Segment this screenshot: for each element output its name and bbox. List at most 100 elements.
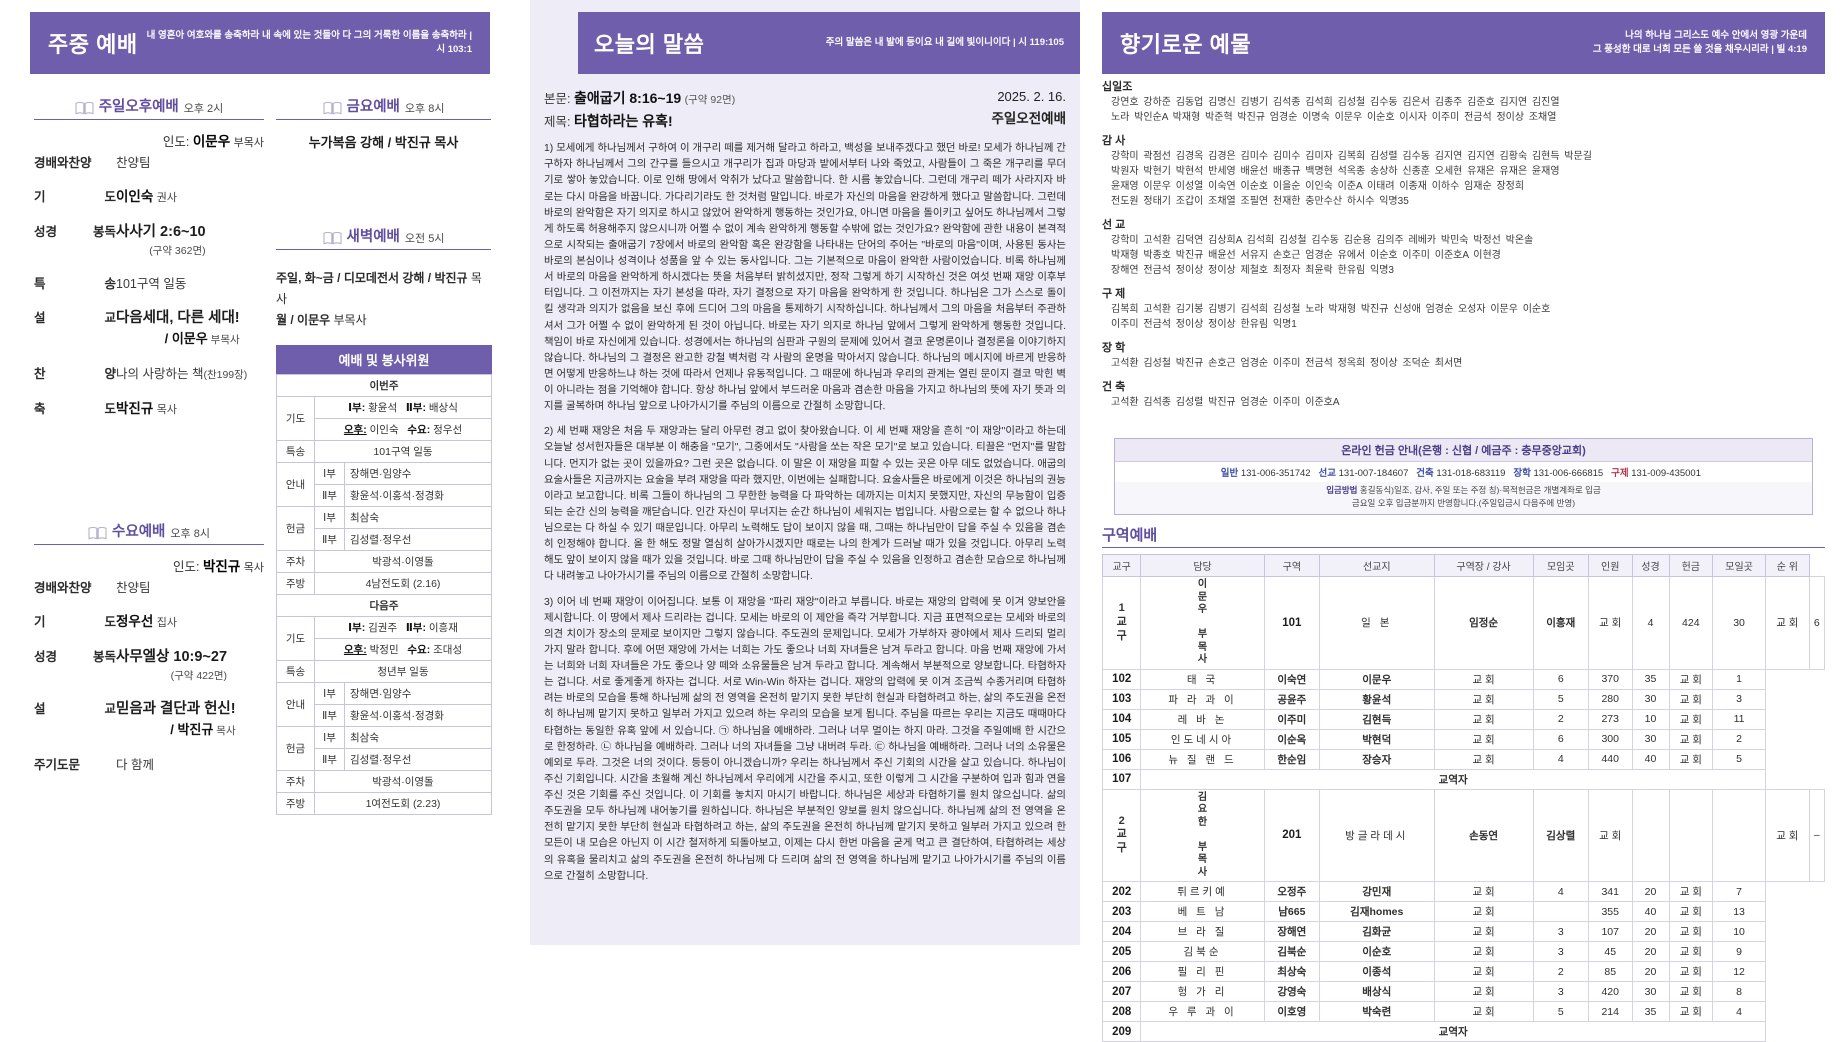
divider bbox=[1102, 547, 1825, 548]
district-money bbox=[1712, 788, 1767, 882]
district-bible: 424 bbox=[1668, 576, 1714, 670]
district-meeting-place: 교 회 bbox=[1765, 576, 1810, 670]
dawn-line-1: 주일, 화~금 / 디모데전서 강해 / 박진규 목사 bbox=[276, 271, 482, 306]
district-count: 6 bbox=[1532, 728, 1589, 750]
district-bible: 280 bbox=[1587, 688, 1633, 710]
committee-table: 이번주 기도 Ⅰ부: 황윤석 Ⅱ부: 배상식 오후: 이인숙 수요: 정우선 특송… bbox=[276, 374, 492, 815]
sermon-date-block: 2025. 2. 16. 주일오전예배 bbox=[991, 87, 1066, 129]
district-place: 교 회 bbox=[1433, 901, 1534, 922]
order-value: 나의 사랑하는 책(찬199장) bbox=[116, 367, 248, 382]
sunday-pm-leader: 인도: 이문우 부목사 bbox=[162, 134, 264, 149]
offering-names: 강연호 강하준 김동업 김명신 김병기 김석종 김석희 김성철 김수동 김은서 … bbox=[1111, 97, 1560, 123]
table-row: 주차 박광석·이영돌 bbox=[276, 550, 492, 573]
district-place: 교 회 bbox=[1587, 576, 1633, 670]
district-leader: 장해연 bbox=[1263, 921, 1320, 942]
district-leader: 이순옥 bbox=[1263, 728, 1320, 750]
district-count: 5 bbox=[1532, 688, 1589, 710]
sunday-pm-name: 주일오후예배 bbox=[98, 99, 179, 115]
table-row: 기도 Ⅰ부: 황윤석 Ⅱ부: 배상식 bbox=[276, 396, 492, 441]
district-count: 3 bbox=[1532, 981, 1589, 1002]
district-bible: 370 bbox=[1587, 668, 1633, 690]
district-meeting-place: 교 회 bbox=[1668, 921, 1714, 942]
district-number: 202 bbox=[1101, 881, 1142, 902]
offering-group: 건 축 고석환 김석종 김성렬 박진규 엄경순 이주미 이준호A bbox=[1102, 378, 1825, 410]
sermon-service: 주일오전예배 bbox=[991, 110, 1066, 126]
district-leader: 손동연 bbox=[1433, 788, 1534, 882]
bank-label: 일반 bbox=[1220, 468, 1239, 479]
district-rank: 8 bbox=[1712, 981, 1767, 1002]
divider bbox=[34, 119, 264, 120]
committee-week-header: 다음주 bbox=[276, 594, 492, 617]
district-teacher: 배상식 bbox=[1318, 981, 1435, 1002]
district-teacher: 김현득 bbox=[1318, 708, 1435, 730]
offering-group: 선 교 강학미 고석환 김덕연 김상희A 김석희 김성철 김수동 김순용 김의주 … bbox=[1102, 216, 1825, 278]
district-money: 10 bbox=[1631, 708, 1670, 730]
table-row: 특송 청년부 일동 bbox=[276, 660, 492, 683]
district-mission: 인도네시아 bbox=[1140, 728, 1265, 750]
divider bbox=[276, 249, 491, 250]
district-rank: 2 bbox=[1712, 728, 1767, 750]
order-value: 다 함께 bbox=[116, 758, 154, 773]
district-money: 20 bbox=[1631, 881, 1670, 902]
district-rank: 12 bbox=[1712, 961, 1767, 982]
district-rank: 4 bbox=[1712, 1001, 1767, 1022]
district-place: 교 회 bbox=[1433, 981, 1534, 1002]
bank-accounts: 일반 131-006-351742 선교 131-007-184607 건축 1… bbox=[1115, 462, 1812, 482]
district-meeting-place: 교 회 bbox=[1668, 961, 1714, 982]
district-bible: 341 bbox=[1587, 881, 1633, 902]
district-teacher: 황윤석 bbox=[1318, 688, 1435, 710]
district-meeting-place: 교 회 bbox=[1668, 901, 1714, 922]
district-teacher: 박숙련 bbox=[1318, 1001, 1435, 1022]
district-leader: 오정주 bbox=[1263, 881, 1320, 902]
district-number: 101 bbox=[1263, 576, 1320, 670]
offering-names: 김복희 고석환 김기봉 김병기 김석희 김성철 노라 박재형 박진규 신성애 엄… bbox=[1111, 304, 1551, 330]
column-header: 구역 bbox=[1263, 554, 1320, 577]
district-number: 204 bbox=[1101, 921, 1142, 942]
table-row: 헌금 Ⅰ부 최삼숙 bbox=[276, 726, 492, 771]
district-count: 5 bbox=[1532, 1001, 1589, 1022]
district-number: 209 bbox=[1101, 1021, 1142, 1042]
column-header: 모일곳 bbox=[1712, 554, 1767, 577]
order-label: 주기도문 bbox=[34, 758, 81, 773]
bank-heading: 온라인 헌금 안내(은행 : 신협 / 예금주 : 충무중앙교회) bbox=[1115, 439, 1812, 462]
district-rank: – bbox=[1808, 788, 1826, 882]
district-mission: 베 트 남 bbox=[1140, 901, 1265, 922]
friday-heading: 금요예배 오후 8시 bbox=[276, 95, 491, 119]
district-count: 6 bbox=[1532, 668, 1589, 690]
book-icon bbox=[322, 231, 342, 245]
table-row: 204 브 라 질 장해연 김화균 교 회 3 107 20 교 회 10 bbox=[1101, 921, 1825, 942]
district-place: 교 회 bbox=[1587, 788, 1633, 882]
district-place: 교 회 bbox=[1433, 688, 1534, 710]
table-row: 오후: 박정민 수요: 조대성 bbox=[277, 638, 492, 661]
district-count: 4 bbox=[1532, 748, 1589, 770]
bank-note: 입금방법 홍길동식)일조, 감사, 주일 또는 주정 칭)·목적헌금은 개별계좌… bbox=[1115, 482, 1812, 514]
district-mission: 방글라데시 bbox=[1318, 788, 1435, 882]
sunday-pm-time: 오후 2시 bbox=[183, 103, 224, 115]
friday-time: 오후 8시 bbox=[404, 103, 445, 115]
mid-header: 오늘의 말씀 주의 말씀은 내 발에 등이요 내 길에 빛이니이다 | 시 11… bbox=[578, 12, 1080, 74]
district-bible: 355 bbox=[1587, 901, 1633, 922]
bank-account-number: 131-006-351742 bbox=[1240, 468, 1311, 479]
district-count: 4 bbox=[1631, 576, 1670, 670]
district-mission: 일 본 bbox=[1318, 576, 1435, 670]
dawn-line-2: 월 / 이문우 부목사 bbox=[276, 313, 367, 327]
order-row: 성경 봉독 사무엘상 10:9~27 (구약 422면) bbox=[34, 646, 264, 684]
district-place: 교 회 bbox=[1433, 728, 1534, 750]
column-header: 모임곳 bbox=[1532, 554, 1589, 577]
column-header: 성경 bbox=[1631, 554, 1670, 577]
divider bbox=[276, 119, 491, 120]
district-teacher: 이흥재 bbox=[1532, 576, 1589, 670]
order-value: 박진규 목사 bbox=[116, 400, 177, 416]
order-row: 성경 봉독 사사기 2:6~10 (구약 362면) bbox=[34, 221, 264, 259]
bank-label: 건축 bbox=[1416, 468, 1434, 479]
district-number: 206 bbox=[1101, 961, 1142, 982]
sunday-pm-order: 경배와찬양 찬양팀 기 도 이인숙 권사 성경 봉독 사사기 2:6~10 (구약 362면) 특… bbox=[34, 152, 264, 418]
table-row: 107 교역자 bbox=[1101, 768, 1825, 790]
offering-group-title: 구 제 bbox=[1102, 288, 1126, 300]
district-number: 105 bbox=[1101, 728, 1142, 750]
district-mission: 튀르키예 bbox=[1140, 881, 1265, 902]
